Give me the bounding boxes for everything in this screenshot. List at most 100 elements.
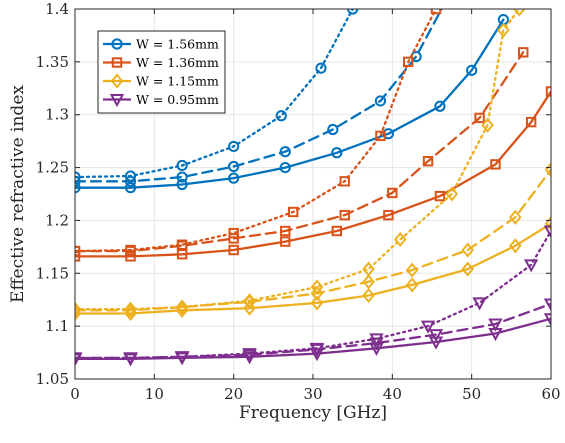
series-4-dotted-point: [242, 348, 257, 362]
data-layer: [75, 9, 551, 367]
y-tick-label: 1.25: [36, 159, 69, 177]
series-1-solid-point: [466, 64, 478, 76]
series-3-dotted-line: [75, 9, 521, 311]
series-3-dotted-point: [362, 261, 375, 277]
series-3-dotted-point: [175, 299, 189, 315]
series-3-dotted-point: [310, 279, 324, 295]
legend-label: W = 1.36mm: [136, 55, 219, 70]
series-3-solid-point: [243, 300, 256, 316]
series-4-dashed-point: [488, 318, 503, 332]
series-3-dotted-point: [497, 22, 510, 38]
series-2-solid-point: [525, 116, 537, 128]
series-3-solid-point: [310, 295, 324, 311]
legend-label: W = 0.95mm: [136, 92, 219, 107]
series-4-dotted-point: [123, 352, 138, 366]
legend-label: W = 1.56mm: [136, 37, 219, 52]
series-3-solid-point: [461, 261, 475, 277]
series-2-dotted-point: [375, 130, 386, 142]
series-1-solid-point: [228, 172, 240, 184]
y-tick-label: 1.1: [45, 317, 69, 335]
legend-marker: [111, 38, 123, 50]
legend-marker: [109, 94, 125, 108]
series-1-solid-point: [279, 161, 291, 174]
series-1-dashed-point: [279, 146, 291, 158]
series-3-dashed-line: [75, 168, 551, 312]
series-1-dotted-point: [315, 62, 327, 74]
series-2-dotted-point: [430, 9, 442, 15]
series-4-dashed-point: [428, 329, 444, 343]
series-1-dashed-point: [228, 160, 240, 173]
series-3-dashed-point: [461, 242, 475, 258]
series-2-dotted-point: [176, 239, 188, 250]
legend-marker: [110, 73, 124, 89]
series-3-solid-line: [75, 222, 551, 315]
series-2-dotted-line: [75, 9, 438, 253]
series-2-solid-point: [434, 190, 446, 202]
x-axis-title: Frequency [GHz]: [239, 403, 387, 423]
y-tick-label: 1.15: [36, 264, 69, 282]
series-1-dotted-line: [75, 9, 354, 179]
series-3: [75, 9, 551, 322]
series-4-dashed-point: [543, 298, 551, 312]
series-2-dashed-line: [75, 51, 525, 253]
series-3-solid-point: [544, 216, 551, 232]
series-1-dashed-point: [374, 95, 387, 107]
x-tick-label: 50: [462, 385, 481, 403]
series-3-solid-point: [362, 287, 375, 304]
series-4-dotted-point: [75, 352, 83, 366]
series-2-solid-line: [75, 90, 551, 258]
series-3-dashed-point: [508, 209, 522, 225]
y-tick-label: 1.05: [36, 370, 69, 388]
axis-ticks: 0 10 20 30 40 50 60 1.05 1.1 1.15 1.2 1.25 1.3 1.35 1.…: [36, 0, 561, 403]
series-1-solid-point: [331, 147, 343, 159]
series-2-solid-point: [490, 159, 501, 170]
series-1-dotted-point: [275, 110, 287, 122]
series-3-solid-point: [508, 238, 522, 254]
x-tick-label: 10: [145, 385, 164, 403]
series-3-dotted-point: [124, 301, 137, 317]
series-4: [75, 225, 551, 367]
legend: W = 1.56mm W = 1.36mm W = 1.15mm W = 0.95mm: [97, 30, 226, 114]
series-2-dashed-point: [339, 209, 350, 221]
series-1-solid-point: [434, 100, 446, 112]
series-2-dashed-point: [228, 233, 239, 244]
series-3-dotted-point: [243, 293, 256, 309]
legend-label: W = 1.15mm: [136, 74, 219, 89]
series-4-solid-point: [242, 351, 257, 365]
series-2-solid-point: [383, 209, 394, 221]
series-1-dashed-point: [176, 171, 188, 183]
series-2-dashed-point: [422, 156, 434, 167]
series-2-solid-point: [228, 244, 239, 256]
y-tick-label: 1.3: [45, 106, 69, 124]
series-4-dotted-point: [174, 351, 190, 365]
series-1-dotted-point: [124, 170, 137, 182]
x-tick-label: 0: [70, 385, 80, 403]
series-3-dashed-point: [362, 274, 375, 290]
series-3-dashed-point: [405, 262, 419, 278]
x-tick-label: 40: [383, 385, 402, 403]
series-1-solid-point: [176, 178, 188, 191]
series-2-dashed-point: [280, 225, 291, 237]
series-2-solid-point: [280, 236, 291, 247]
series-4-solid-point: [428, 336, 444, 350]
legend-marker: [111, 57, 123, 68]
series-4-dotted-line: [75, 229, 551, 360]
series-2-dotted-point: [228, 227, 239, 239]
series-1-solid-line: [75, 18, 505, 189]
series-1-dotted-point: [347, 9, 359, 15]
series-1-solid-point: [124, 182, 137, 194]
x-tick-label: 20: [224, 385, 243, 403]
series-4-dotted-point: [369, 333, 384, 347]
y-tick-label: 1.4: [45, 0, 69, 18]
series-4-dotted-point: [309, 342, 325, 356]
series-2-dotted-point: [287, 206, 299, 218]
y-tick-label: 1.35: [36, 53, 69, 71]
series-3-dotted-point: [75, 301, 82, 317]
series-4-dotted-point: [523, 259, 539, 273]
series-2: [75, 9, 551, 262]
series-3-dotted-point: [512, 9, 526, 17]
series-3-dotted-point: [481, 117, 494, 133]
series-2-dotted-point: [339, 176, 350, 187]
series-3-dotted-point: [393, 231, 407, 248]
